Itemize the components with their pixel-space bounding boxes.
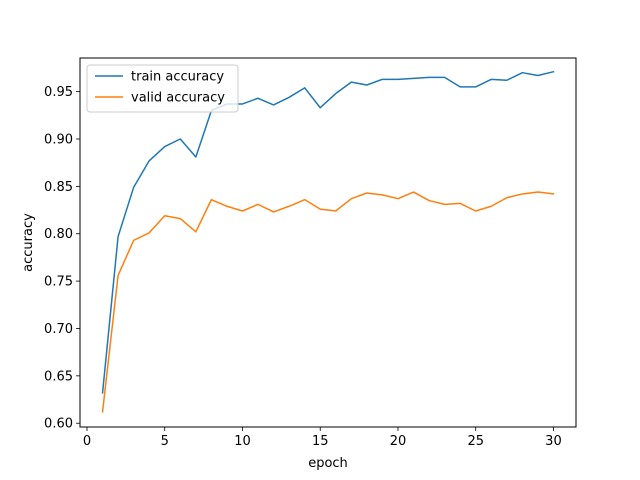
- x-tick-label: 5: [161, 434, 169, 449]
- y-tick-label: 0.80: [44, 227, 73, 242]
- y-tick-label: 0.60: [44, 417, 73, 432]
- plot-area: [80, 58, 576, 427]
- y-axis-ticks: 0.60 0.65 0.70 0.75 0.80 0.85 0.90 0.95: [44, 85, 80, 432]
- y-tick-label: 0.90: [44, 133, 73, 148]
- x-tick-label: 15: [312, 434, 329, 449]
- axes-layer: [79, 57, 577, 428]
- x-tick-label: 0: [83, 434, 91, 449]
- plot-frame: [79, 57, 577, 428]
- x-tick-label: 30: [545, 434, 562, 449]
- x-tick-label: 25: [467, 434, 484, 449]
- x-axis-label: epoch: [308, 456, 348, 471]
- y-tick-label: 0.95: [44, 85, 73, 100]
- x-tick-label: 10: [234, 434, 251, 449]
- y-tick-label: 0.85: [44, 180, 73, 195]
- y-tick-label: 0.65: [44, 369, 73, 384]
- legend: train accuracy valid accuracy: [86, 64, 239, 113]
- legend-box: [86, 64, 239, 113]
- x-tick-label: 20: [390, 434, 407, 449]
- series-line-valid: [101, 191, 555, 413]
- legend-label-train: train accuracy: [131, 70, 224, 85]
- y-tick-label: 0.75: [44, 275, 73, 290]
- x-axis-ticks: 0 5 10 15 20 25 30: [83, 427, 562, 449]
- y-axis-label: accuracy: [21, 213, 36, 272]
- series-line-train: [101, 70, 555, 394]
- y-tick-label: 0.70: [44, 322, 73, 337]
- legend-label-valid: valid accuracy: [131, 91, 225, 106]
- series-layer: [101, 70, 555, 413]
